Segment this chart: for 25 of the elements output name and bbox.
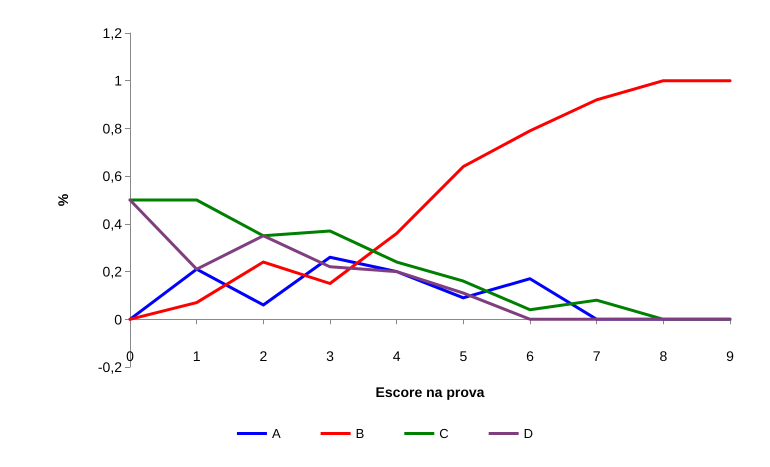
x-tick-label: 7 bbox=[592, 348, 601, 364]
y-axis-title: % bbox=[55, 193, 71, 206]
legend-label: D bbox=[524, 426, 534, 441]
x-tick-label: 3 bbox=[326, 348, 334, 364]
legend-label: A bbox=[272, 426, 281, 441]
legend-label: B bbox=[356, 426, 364, 441]
x-tick-label: 9 bbox=[726, 348, 734, 364]
x-tick-label: 2 bbox=[259, 348, 268, 364]
y-tick-label: 1,2 bbox=[102, 25, 122, 41]
x-axis-title: Escore na prova bbox=[376, 384, 485, 400]
x-tick-label: 5 bbox=[459, 348, 468, 364]
y-tick-label: 0,6 bbox=[102, 168, 122, 184]
x-tick-label: 0 bbox=[126, 348, 134, 364]
x-tick-label: 1 bbox=[192, 348, 201, 364]
x-tick-label: 8 bbox=[659, 348, 668, 364]
x-tick-label: 4 bbox=[392, 348, 401, 364]
line-series bbox=[128, 79, 732, 321]
y-tick-label: 1 bbox=[114, 72, 122, 89]
legend-label: C bbox=[439, 426, 449, 441]
y-tick-label: 0,8 bbox=[102, 120, 122, 136]
x-tick-label: 6 bbox=[526, 348, 534, 364]
y-tick-label: 0,2 bbox=[102, 264, 122, 280]
y-tick-label: 0 bbox=[114, 311, 122, 328]
y-tick-label: 0,4 bbox=[102, 216, 122, 232]
y-tick-label: -0,2 bbox=[98, 359, 122, 375]
